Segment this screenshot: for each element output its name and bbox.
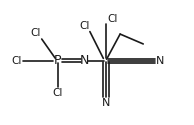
Text: N: N <box>156 56 164 66</box>
Text: Cl: Cl <box>52 88 63 98</box>
Text: Cl: Cl <box>11 56 22 66</box>
Text: P: P <box>54 54 61 67</box>
Text: Cl: Cl <box>79 21 89 31</box>
Text: Cl: Cl <box>31 28 41 38</box>
Text: N: N <box>80 54 89 67</box>
Text: Cl: Cl <box>108 14 118 24</box>
Text: N: N <box>101 98 110 108</box>
